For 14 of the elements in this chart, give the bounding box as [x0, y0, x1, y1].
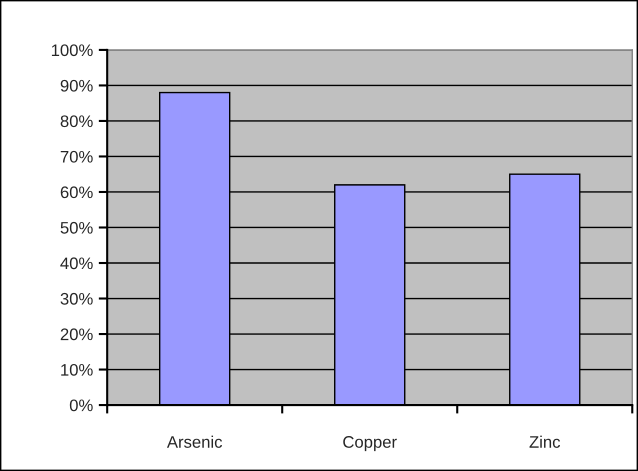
x-tick-label: Copper	[343, 436, 397, 452]
y-tick-label: 70%	[60, 150, 93, 163]
y-tick-label: 50%	[60, 222, 93, 234]
x-tick-label: Zinc	[530, 436, 560, 448]
y-tick-label: 0%	[70, 399, 93, 412]
y-tick-label: 60%	[60, 186, 93, 198]
y-tick-label: 80%	[60, 115, 93, 128]
y-tick-label: 90%	[60, 80, 93, 92]
x-tick-label: Arsenic	[166, 436, 222, 448]
y-tick-label: 100%	[52, 44, 93, 56]
y-tick-label: 40%	[60, 257, 93, 270]
y-tick-label: 30%	[60, 292, 93, 305]
y-tick-label: 20%	[60, 328, 93, 340]
y-tick-label: 10%	[61, 364, 93, 376]
